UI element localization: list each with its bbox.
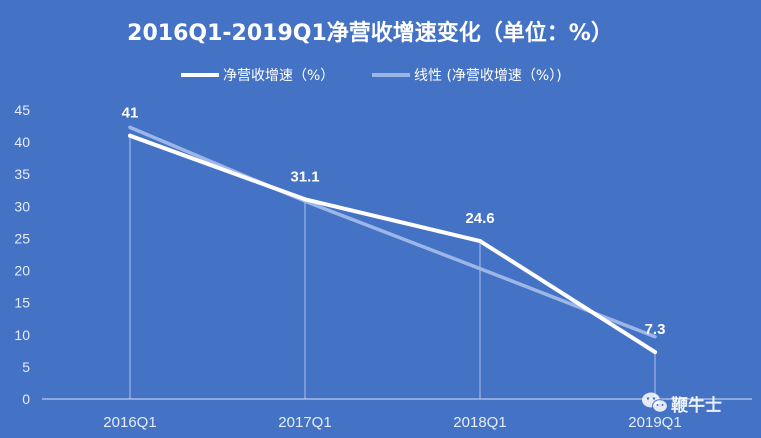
y-tick-label: 25 xyxy=(14,230,30,246)
y-tick-label: 30 xyxy=(14,198,30,214)
data-label: 31.1 xyxy=(290,168,319,185)
x-tick-label: 2017Q1 xyxy=(278,414,331,431)
data-label: 24.6 xyxy=(465,210,494,227)
chart-title: 2016Q1-2019Q1净营收增速变化（单位：%） xyxy=(127,20,613,46)
y-tick-label: 35 xyxy=(14,166,30,182)
series-line-trend xyxy=(128,125,657,339)
wechat-icon xyxy=(642,392,669,413)
legend-label-main: 净营收增速（%） xyxy=(223,68,334,84)
y-tick-label: 15 xyxy=(14,295,30,311)
data-label: 7.3 xyxy=(645,321,666,338)
legend-label-trend: 线性 (净营收增速（%）) xyxy=(414,68,562,84)
series-line-main xyxy=(128,133,657,355)
data-point xyxy=(128,133,132,138)
data-point xyxy=(478,239,482,244)
y-tick-label: 5 xyxy=(22,359,30,375)
y-axis: 0 5 10 15 20 25 30 35 40 45 xyxy=(14,102,30,407)
data-point xyxy=(653,350,657,355)
watermark-text: 鞭牛士 xyxy=(671,395,722,416)
y-tick-label: 0 xyxy=(22,391,30,407)
data-label: 41 xyxy=(122,105,139,122)
series-main xyxy=(128,133,657,355)
data-labels: 41 31.1 24.6 7.3 xyxy=(122,105,666,338)
x-tick-label: 2018Q1 xyxy=(453,414,506,431)
watermark: 鞭牛士 xyxy=(642,392,722,416)
y-tick-label: 45 xyxy=(14,102,30,118)
drop-lines xyxy=(129,135,656,399)
y-tick-label: 40 xyxy=(14,134,30,150)
y-tick-label: 20 xyxy=(14,263,30,279)
legend: 净营收增速（%） 线性 (净营收增速（%）) xyxy=(181,68,562,84)
series-trend xyxy=(128,125,657,339)
x-tick-label: 2016Q1 xyxy=(103,414,156,431)
y-tick-label: 10 xyxy=(14,327,30,343)
data-point xyxy=(303,197,307,202)
x-tick-label: 2019Q1 xyxy=(628,414,681,431)
x-axis: 2016Q1 2017Q1 2018Q1 2019Q1 xyxy=(103,414,681,431)
